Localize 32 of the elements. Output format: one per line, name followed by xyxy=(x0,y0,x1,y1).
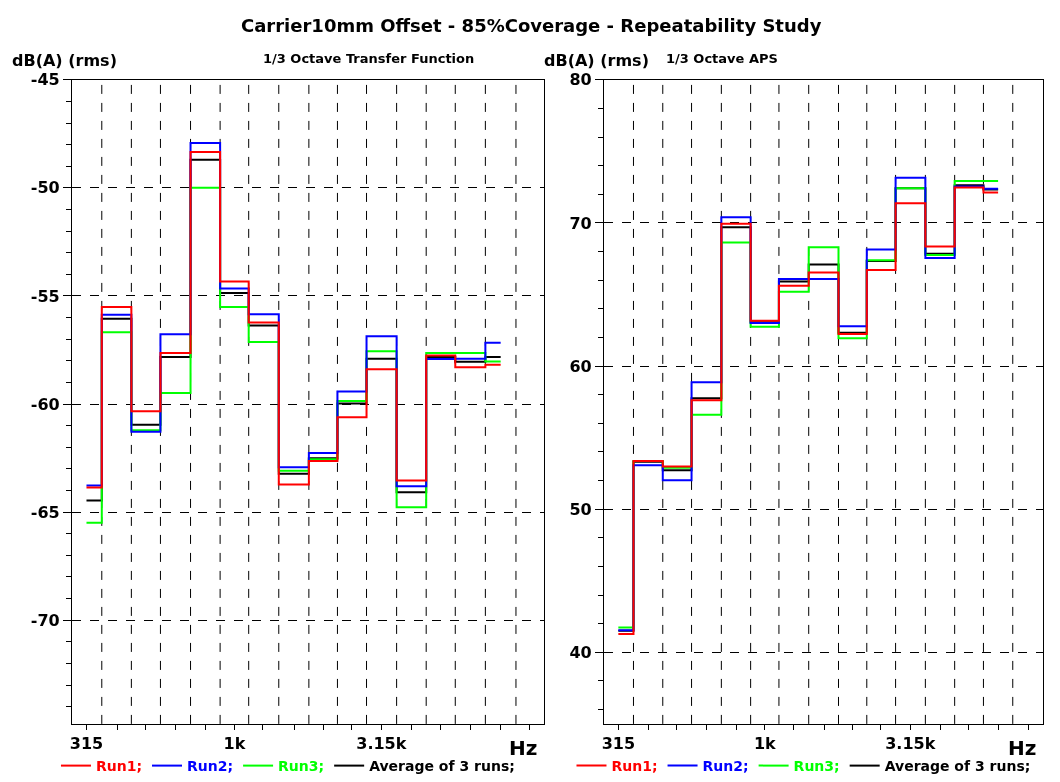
legend-label: Run2; xyxy=(187,758,234,775)
x-tick-label: 1k xyxy=(753,734,777,754)
legend-label: Average of 3 runs; xyxy=(369,758,515,775)
y-tick-label: -50 xyxy=(30,178,60,198)
x-tick-label: 315 xyxy=(69,734,104,754)
y-tick-label: 40 xyxy=(569,642,592,662)
y-tick-label: -55 xyxy=(30,286,60,306)
y-tick-label: 60 xyxy=(569,356,592,376)
x-axis-title: Hz xyxy=(1008,736,1037,760)
x-tick-label: 3.15k xyxy=(885,734,936,754)
legend-label: Run3; xyxy=(278,758,325,775)
legend-label: Run1; xyxy=(95,758,143,775)
y-tick-label: 50 xyxy=(569,499,592,519)
legend-label: Run1; xyxy=(611,758,658,775)
y-axis-title: dB(A) (rms) xyxy=(544,51,649,70)
x-tick-label: 3.15k xyxy=(356,734,407,754)
y-tick-label: -70 xyxy=(30,610,60,630)
y-tick-label: -60 xyxy=(30,394,60,414)
legend-label: Run2; xyxy=(702,758,749,775)
x-tick-label: 315 xyxy=(601,734,636,754)
x-tick-label: 1k xyxy=(223,734,246,754)
legend-label: Run3; xyxy=(793,758,840,775)
chart-subtitle: 1/3 Octave Transfer Function xyxy=(263,51,475,66)
y-axis-title: dB(A) (rms) xyxy=(12,51,117,70)
x-axis-title: Hz xyxy=(509,736,538,760)
chart-title: Carrier10mm Offset - 85%Coverage - Repeatability Study xyxy=(241,15,822,36)
y-tick-label: -45 xyxy=(30,70,60,90)
y-tick-label: 80 xyxy=(569,70,592,90)
y-tick-label: -65 xyxy=(30,502,60,522)
chart-subtitle: 1/3 Octave APS xyxy=(666,51,778,66)
legend-label: Average of 3 runs; xyxy=(884,758,1031,775)
y-tick-label: 70 xyxy=(569,213,592,233)
